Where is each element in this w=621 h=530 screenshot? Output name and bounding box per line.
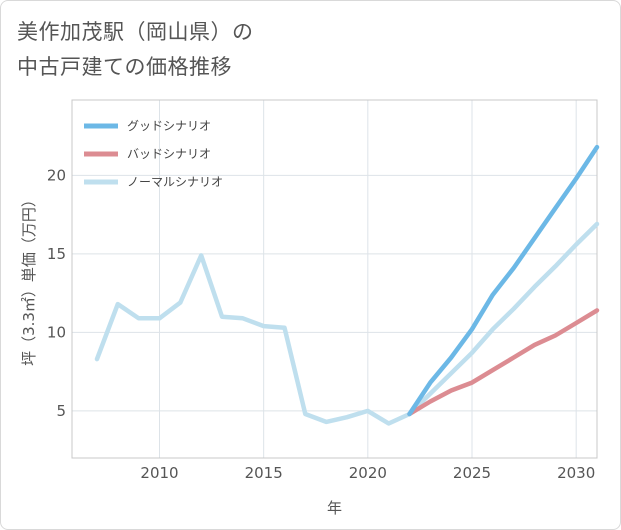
- y-tick-label-5: 5: [56, 402, 66, 420]
- plot-frame: [71, 99, 598, 459]
- x-tick-label-2015: 2015: [245, 464, 283, 482]
- x-tick-label-2010: 2010: [140, 464, 178, 482]
- title-line-1: 美作加茂駅（岡山県）の: [17, 20, 254, 44]
- series-lines: [94, 144, 600, 426]
- grid-lines: [72, 100, 597, 458]
- y-tick-label-10: 10: [47, 323, 66, 341]
- y-tick-label-20: 20: [47, 166, 66, 184]
- title-line-2: 中古戸建ての価格推移: [17, 55, 232, 79]
- legend-label-normal: ノーマルシナリオ: [127, 175, 223, 189]
- series-line-normal: [94, 221, 600, 426]
- legend-label-bad: バッドシナリオ: [127, 147, 211, 161]
- legend-label-good: グッドシナリオ: [127, 119, 211, 133]
- x-axis-title: 年: [327, 499, 342, 517]
- chart-title: 美作加茂駅（岡山県）の 中古戸建ての価格推移: [17, 15, 254, 85]
- x-tick-label-2020: 2020: [349, 464, 387, 482]
- x-tick-label-2030: 2030: [557, 464, 595, 482]
- y-tick-label-15: 15: [47, 245, 66, 263]
- y-axis-title: 坪（3.3㎡）単価（万円）: [20, 192, 38, 366]
- series-line-bad: [407, 308, 600, 417]
- x-tick-label-2025: 2025: [453, 464, 491, 482]
- tick-labels: 2010 2015 2020 2025 2030 5 10 15 20: [47, 166, 595, 482]
- series-line-good: [407, 144, 600, 417]
